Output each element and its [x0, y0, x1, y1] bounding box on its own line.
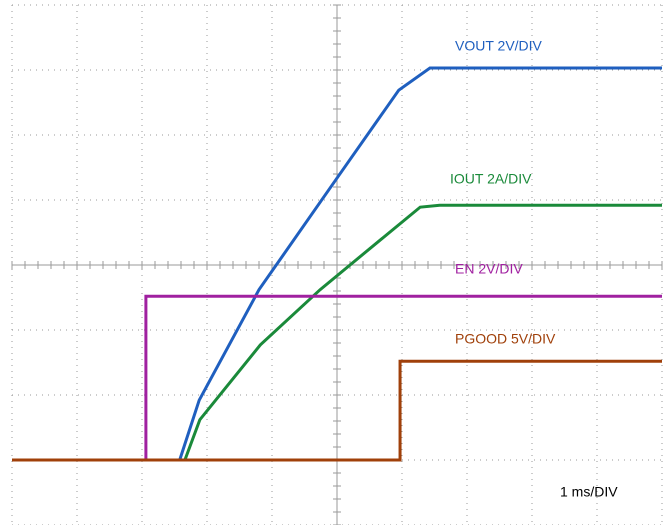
trace-label: IOUT 2A/DIV	[450, 171, 532, 187]
trace	[12, 203, 662, 462]
trace	[12, 66, 662, 462]
time-scale-label: 1 ms/DIV	[560, 484, 618, 500]
trace	[12, 359, 662, 462]
trace-label: VOUT 2V/DIV	[455, 38, 543, 54]
trace-label: PGOOD 5V/DIV	[455, 331, 556, 347]
trace-label: EN 2V/DIV	[455, 261, 523, 277]
